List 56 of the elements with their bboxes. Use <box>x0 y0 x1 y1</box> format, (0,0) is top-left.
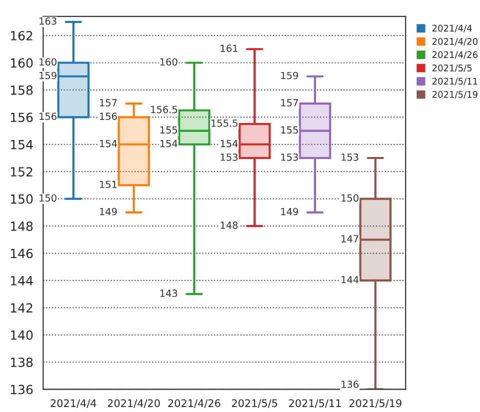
annotation: 143 <box>160 290 178 297</box>
annotation: 151 <box>100 180 117 188</box>
y-tick-label: 136 <box>10 384 33 394</box>
annotation: 156 <box>40 112 56 120</box>
annotation: 157 <box>281 99 298 106</box>
legend-label: 2021/4/4 <box>432 24 472 32</box>
y-tick-label: 162 <box>10 31 32 40</box>
annotation: 155.5 <box>212 120 238 127</box>
annotation: 154 <box>220 140 238 148</box>
y-tick-label: 144 <box>10 276 33 286</box>
annotation: 149 <box>281 208 298 216</box>
legend-label: 2021/5/19 <box>432 91 478 99</box>
y-tick-label: 160 <box>10 58 33 68</box>
x-tick-label: 2021/5/11 <box>289 399 341 408</box>
x-tick-label: 2021/5/5 <box>232 399 278 408</box>
annotation: 159 <box>281 72 298 80</box>
y-tick-label: 156 <box>10 112 33 122</box>
y-tick-label: 158 <box>10 85 33 95</box>
annotation: 153 <box>220 153 238 161</box>
y-tick-label: 140 <box>10 330 33 340</box>
annotation: 148 <box>220 222 238 229</box>
annotation: 154 <box>160 140 178 148</box>
annotation: 153 <box>281 153 298 161</box>
legend-label: 2021/4/20 <box>432 38 478 46</box>
annotation: 156.5 <box>151 106 178 114</box>
y-tick-label: 142 <box>10 303 32 312</box>
x-tick-label: 2021/5/19 <box>349 399 402 408</box>
annotation: 161 <box>220 44 238 52</box>
annotation: 153 <box>342 153 358 161</box>
legend-label: 2021/5/5 <box>432 64 472 72</box>
x-tick-label: 2021/4/20 <box>108 399 160 408</box>
y-tick-label: 146 <box>10 248 33 258</box>
y-tick-label: 150 <box>10 194 33 204</box>
annotation: 150 <box>342 194 358 202</box>
annotation: 155 <box>281 126 298 134</box>
annotation: 150 <box>40 194 56 202</box>
annotation: 144 <box>342 276 359 284</box>
annotation: 156 <box>100 112 117 120</box>
annotation: 147 <box>342 235 358 242</box>
annotation: 157 <box>100 99 117 106</box>
x-tick-label: 2021/4/26 <box>168 399 220 408</box>
annotation: 159 <box>40 72 56 80</box>
annotation: 160 <box>40 58 56 66</box>
annotation: 136 <box>342 380 358 388</box>
annotation: 160 <box>160 58 178 66</box>
legend-label: 2021/4/26 <box>432 51 478 59</box>
annotation: 149 <box>100 208 117 216</box>
x-tick-label: 2021/4/4 <box>50 399 96 408</box>
y-tick-label: 154 <box>10 140 33 150</box>
annotation: 154 <box>100 140 117 148</box>
y-tick-label: 152 <box>10 167 32 177</box>
y-tick-label: 138 <box>10 358 33 368</box>
legend-label: 2021/5/11 <box>432 78 478 86</box>
annotation: 155 <box>160 126 178 134</box>
y-tick-label: 148 <box>10 222 33 231</box>
annotation: 163 <box>40 17 56 25</box>
